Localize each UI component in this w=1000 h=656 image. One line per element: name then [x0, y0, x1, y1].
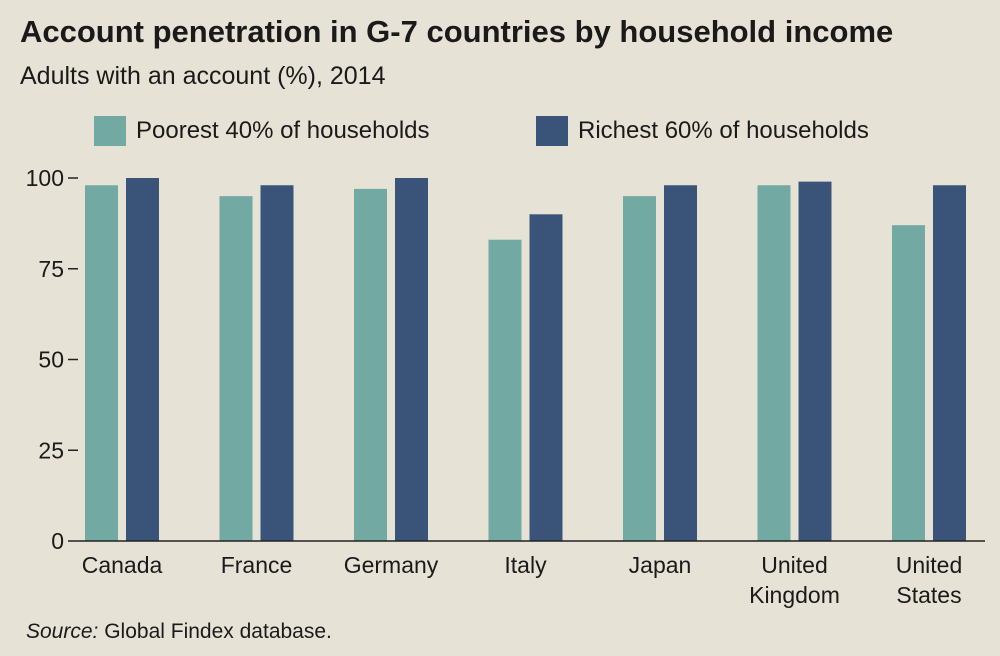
x-tick-label-japan: Japan [629, 552, 692, 578]
bar-richest-france [260, 185, 294, 541]
chart-title: Account penetration in G-7 countries by … [20, 14, 894, 49]
x-tick-label-united-kingdom: United Kingdom [749, 552, 840, 608]
x-tick-label-germany: Germany [344, 552, 439, 578]
bar-poorest-france [219, 196, 253, 541]
bar-richest-united-states [933, 185, 966, 541]
legend-swatch-richest [536, 116, 568, 146]
x-tick-label-canada: Canada [82, 552, 163, 578]
bar-poorest-japan [623, 196, 656, 541]
x-tick-label-italy: Italy [504, 552, 547, 578]
source-note: Source: Global Findex database. [26, 620, 332, 644]
source-prefix: Source: [26, 620, 99, 643]
legend-label-poorest: Poorest 40% of households [136, 117, 430, 144]
chart-subtitle: Adults with an account (%), 2014 [20, 62, 386, 90]
bar-poorest-united-kingdom [757, 185, 791, 541]
legend-label-richest: Richest 60% of households [578, 117, 869, 144]
bar-poorest-germany [354, 188, 387, 541]
bar-richest-canada [126, 178, 159, 541]
bar-richest-germany [395, 178, 428, 541]
legend-item-richest: Richest 60% of households [536, 116, 869, 146]
y-tick-label-50: 50 [38, 347, 64, 373]
bar-poorest-italy [488, 239, 522, 541]
x-tick-label-france: France [221, 552, 293, 578]
y-tick-label-25: 25 [38, 437, 64, 463]
x-tick-label-united-states: United States [896, 552, 962, 608]
bar-richest-japan [664, 185, 697, 541]
y-tick-label-0: 0 [51, 528, 64, 554]
legend-swatch-poorest [94, 116, 126, 146]
bar-richest-united-kingdom [798, 181, 832, 541]
bar-richest-italy [529, 214, 563, 542]
legend-item-poorest: Poorest 40% of households [94, 116, 430, 146]
y-tick-label-75: 75 [38, 256, 64, 282]
y-tick-label-100: 100 [26, 165, 64, 191]
source-text: Global Findex database. [104, 620, 332, 643]
bar-poorest-canada [85, 185, 118, 541]
bar-poorest-united-states [892, 225, 925, 541]
